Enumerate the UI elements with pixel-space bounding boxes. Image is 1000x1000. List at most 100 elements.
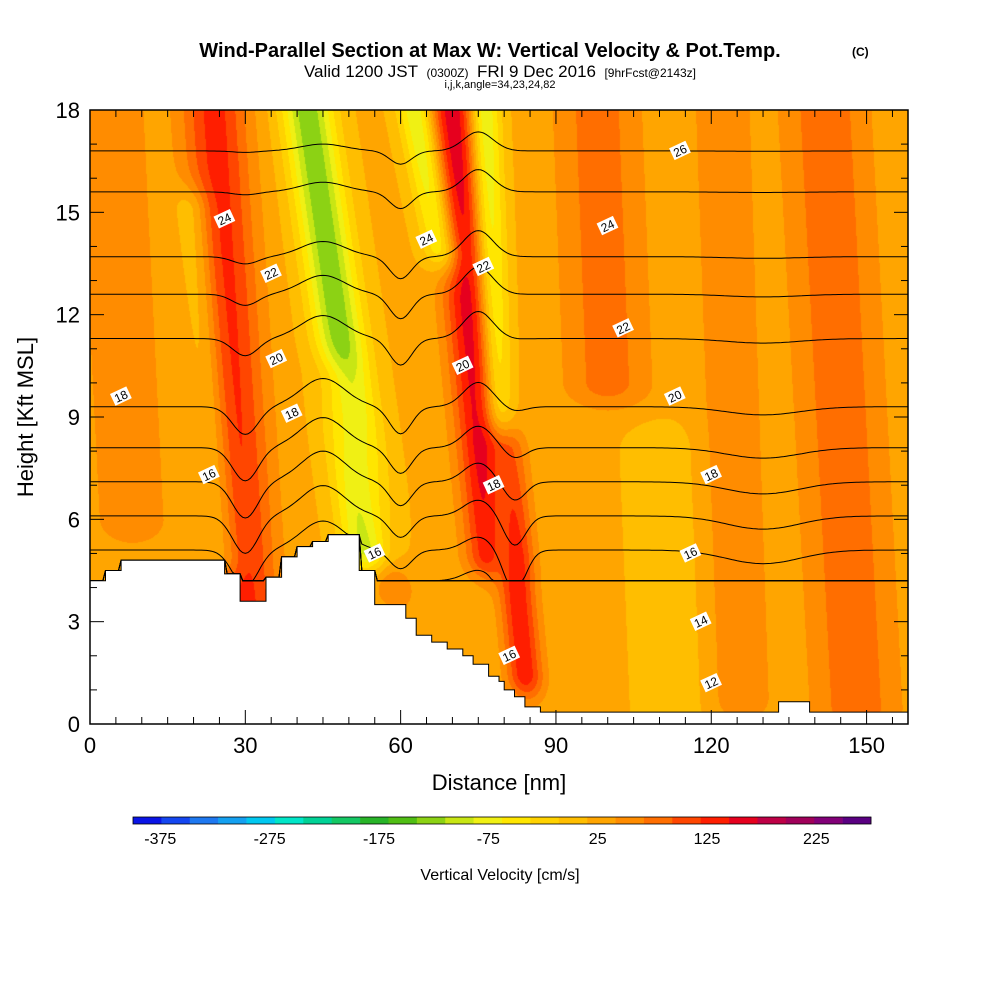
contour-label: 24 (213, 209, 236, 229)
colorbar-swatch (615, 817, 645, 824)
contour-label-text: 12 (702, 674, 720, 692)
colorbar-tick-label: -375 (144, 831, 176, 848)
colorbar-swatch (161, 817, 191, 824)
y-axis-ticks: 0 3 6 9 12 15 18 (56, 98, 908, 737)
colorbar-label: Vertical Velocity [cm/s] (420, 867, 579, 884)
chart-title: Wind-Parallel Section at Max W: Vertical… (199, 40, 780, 62)
contour-label-text: 20 (267, 350, 285, 368)
contour-label-text: 14 (692, 612, 710, 630)
chart-subtitle-indices: i,j,k,angle=34,23,24,82 (444, 79, 555, 91)
colorbar (132, 816, 872, 825)
contour-label-bg (596, 215, 619, 236)
colorbar-swatch (729, 817, 758, 824)
contour-label-text: 20 (454, 356, 472, 374)
theta-contour-26 (90, 131, 908, 165)
theta-contour-17 (90, 520, 908, 582)
contour-labels: 12 14 16 18 20 22 24 26 18 16 24 22 20 18 16 24 22 20 18 16 (109, 140, 722, 693)
contour-label-text: 24 (417, 230, 435, 248)
contour-label-bg (451, 355, 474, 376)
colorbar-swatch (218, 817, 247, 824)
contour-label-text: 26 (671, 142, 689, 160)
contour-label-bg (260, 263, 282, 283)
colorbar-swatch (842, 817, 872, 824)
y-tick-label: 15 (56, 200, 80, 225)
x-tick-label: 60 (388, 733, 412, 758)
contour-label-text: 16 (500, 647, 518, 665)
contour-label-text: 22 (614, 319, 632, 337)
colorbar-swatch (814, 817, 843, 824)
colorbar-swatch (785, 817, 815, 824)
theta-contour-18 (90, 485, 908, 554)
colorbar-ticks: -375 -275 -175 -75 25 125 225 (144, 831, 829, 848)
y-axis-label: Height [Kft MSL] (13, 337, 38, 497)
contour-label: 14 (689, 611, 712, 631)
colorbar-swatch (388, 817, 418, 824)
contour-label: 16 (197, 464, 220, 485)
contour-label-bg (700, 672, 722, 693)
subtitle-valid: Valid 1200 JST (304, 62, 418, 81)
contour-label: 22 (260, 263, 282, 283)
contour-label-bg (498, 645, 521, 666)
contour-label-text: 22 (262, 264, 280, 282)
chart-subtitle: Valid 1200 JST (0300Z) FRI 9 Dec 2016 [9… (304, 62, 696, 81)
contour-label-bg (482, 475, 505, 495)
theta-contour-22 (90, 310, 908, 366)
contour-label: 18 (280, 403, 303, 423)
contour-label-bg (109, 386, 132, 406)
colorbar-tick-label: -75 (477, 831, 500, 848)
colorbar-frame (132, 816, 872, 825)
contour-label-bg (612, 318, 634, 338)
colorbar-swatch (360, 817, 389, 824)
colorbar-swatch (331, 817, 361, 824)
contour-label: 26 (669, 140, 691, 161)
contour-label-text: 16 (200, 466, 218, 484)
subtitle-forecast: [9hrFcst@2143z] (604, 66, 696, 80)
contour-label-bg (280, 403, 303, 423)
colorbar-tick-label: 225 (803, 831, 830, 848)
x-tick-label: 150 (848, 733, 885, 758)
contour-label-text: 24 (216, 210, 234, 228)
contour-label: 24 (415, 229, 438, 249)
x-axis-ticks: 0 30 60 90 120 150 (84, 110, 893, 758)
contour-label-text: 18 (485, 476, 503, 494)
colorbar-swatch (473, 817, 503, 824)
contour-label-text: 22 (474, 258, 492, 276)
contour-label-text: 18 (283, 404, 301, 422)
colorbar-swatch (530, 817, 560, 824)
contour-label: 16 (679, 543, 702, 563)
contour-label-text: 24 (599, 217, 617, 235)
contour-label: 20 (451, 355, 474, 376)
theta-contour-21 (90, 377, 908, 435)
contour-label: 16 (498, 645, 521, 666)
colorbar-swatch (558, 817, 588, 824)
y-tick-label: 3 (68, 610, 80, 635)
theta-contour-20 (90, 417, 908, 482)
x-tick-label: 0 (84, 733, 96, 758)
colorbar-swatch (587, 817, 616, 824)
contour-label: 16 (363, 543, 386, 563)
colorbar-tick-label: -275 (254, 831, 286, 848)
colorbar-tick-label: 25 (589, 831, 607, 848)
colorbar-swatch (189, 817, 219, 824)
theta-contour-23 (90, 266, 908, 320)
theta-contour-16 (90, 534, 908, 582)
contour-label: 20 (663, 386, 686, 406)
colorbar-swatch (303, 817, 332, 824)
contour-label: 18 (700, 464, 722, 485)
contour-label-bg (679, 543, 702, 563)
theta-contour-25 (90, 169, 908, 210)
contour-label: 18 (482, 475, 505, 495)
contour-label: 20 (265, 348, 288, 369)
chart-title-mark: (C) (852, 45, 869, 59)
contour-label-text: 16 (682, 544, 700, 562)
colorbar-swatch (416, 817, 446, 824)
x-tick-label: 90 (544, 733, 568, 758)
contour-label-bg (213, 209, 236, 229)
terrain-mask (90, 534, 908, 724)
contour-label-bg (689, 611, 712, 631)
colorbar-swatch (445, 817, 474, 824)
colorbar-tick-label: 125 (694, 831, 721, 848)
x-tick-label: 30 (233, 733, 257, 758)
y-tick-label: 12 (56, 303, 80, 328)
